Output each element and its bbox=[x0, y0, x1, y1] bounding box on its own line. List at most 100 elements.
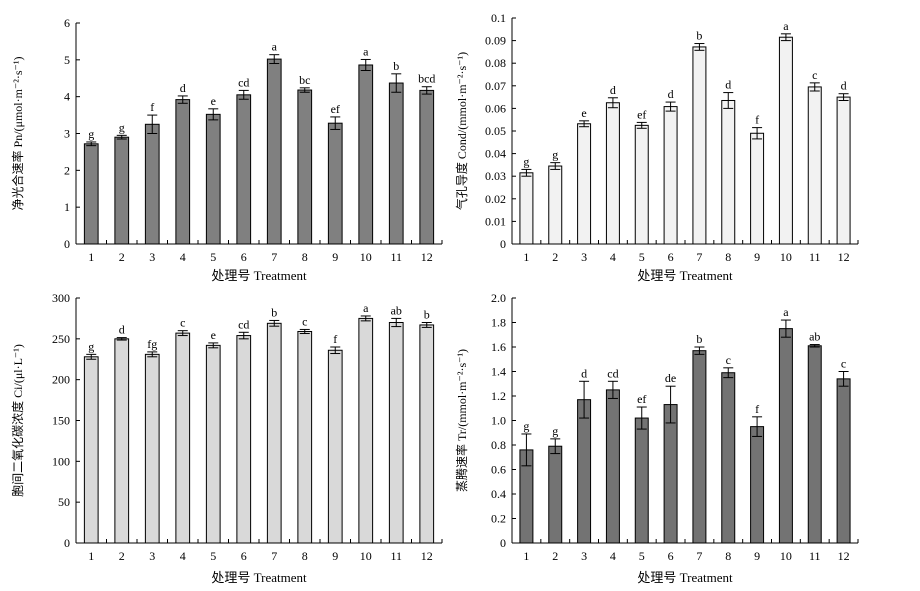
y-tick-label: 0 bbox=[500, 536, 506, 550]
x-tick-label: 3 bbox=[581, 549, 587, 563]
bar-4 bbox=[605, 102, 620, 245]
bar-3 bbox=[577, 399, 592, 544]
y-tick-label: 0.01 bbox=[485, 214, 506, 228]
bar-11 bbox=[807, 86, 822, 245]
x-tick-label: 2 bbox=[552, 549, 558, 563]
x-tick-label: 4 bbox=[610, 250, 616, 264]
y-tick-label: 0.1 bbox=[491, 11, 506, 25]
significance-label: e bbox=[211, 328, 216, 342]
bar-2 bbox=[548, 445, 563, 544]
bar-2 bbox=[114, 136, 130, 245]
bar-8 bbox=[297, 89, 313, 245]
significance-label: f bbox=[755, 113, 759, 127]
x-tick-label: 4 bbox=[610, 549, 616, 563]
y-tick-label: 0.08 bbox=[485, 56, 506, 70]
x-tick-label: 10 bbox=[360, 549, 372, 563]
significance-label: e bbox=[581, 106, 586, 120]
bar-4 bbox=[605, 389, 620, 544]
x-tick-label: 10 bbox=[360, 250, 372, 264]
bar-3 bbox=[144, 353, 160, 544]
y-tick-label: 0.05 bbox=[485, 124, 506, 138]
x-tick-label: 2 bbox=[552, 250, 558, 264]
x-tick-label: 3 bbox=[149, 549, 155, 563]
x-tick-label: 2 bbox=[119, 549, 125, 563]
significance-label: ef bbox=[637, 107, 646, 121]
x-tick-label: 10 bbox=[780, 250, 792, 264]
x-tick-label: 4 bbox=[180, 549, 186, 563]
significance-label: c bbox=[812, 68, 817, 82]
significance-label: de bbox=[665, 371, 676, 385]
y-tick-label: 1.0 bbox=[491, 414, 506, 428]
bar-8 bbox=[297, 330, 313, 544]
significance-label: d bbox=[610, 83, 616, 97]
bar-6 bbox=[236, 335, 252, 544]
x-tick-label: 6 bbox=[668, 250, 674, 264]
x-tick-label: 8 bbox=[725, 250, 731, 264]
y-tick-label: 1.4 bbox=[491, 365, 506, 379]
x-tick-label: 5 bbox=[639, 250, 645, 264]
y-tick-label: 250 bbox=[52, 332, 70, 346]
significance-label: e bbox=[211, 94, 216, 108]
bar-6 bbox=[663, 404, 678, 544]
y-tick-label: 5 bbox=[64, 53, 70, 67]
x-axis-title: 处理号 Treatment bbox=[637, 268, 733, 283]
y-tick-label: 200 bbox=[52, 373, 70, 387]
y-tick-label: 4 bbox=[64, 90, 70, 104]
x-tick-label: 4 bbox=[180, 250, 186, 264]
bar-11 bbox=[807, 345, 822, 544]
significance-label: b bbox=[271, 305, 277, 319]
y-axis-title: 胞间二氧化碳浓度 Ci/(μl·L⁻¹) bbox=[10, 344, 25, 497]
bar-4 bbox=[175, 332, 191, 544]
significance-label: cd bbox=[607, 366, 618, 380]
significance-label: d bbox=[119, 323, 125, 337]
significance-label: a bbox=[363, 301, 369, 315]
significance-label: b bbox=[393, 59, 399, 73]
bar-10 bbox=[778, 36, 793, 245]
x-tick-label: 11 bbox=[809, 250, 821, 264]
y-tick-label: 0.06 bbox=[485, 101, 506, 115]
x-tick-label: 9 bbox=[754, 549, 760, 563]
x-tick-label: 3 bbox=[581, 250, 587, 264]
x-tick-label: 11 bbox=[809, 549, 821, 563]
significance-label: d bbox=[725, 78, 731, 92]
bar-5 bbox=[634, 124, 649, 245]
x-tick-label: 5 bbox=[210, 549, 216, 563]
y-tick-label: 100 bbox=[52, 454, 70, 468]
significance-label: a bbox=[272, 40, 278, 54]
bar-10 bbox=[358, 317, 374, 544]
significance-label: f bbox=[150, 100, 154, 114]
y-tick-label: 2 bbox=[64, 163, 70, 177]
y-tick-label: 0.2 bbox=[491, 512, 506, 526]
bar-5 bbox=[634, 417, 649, 544]
bar-3 bbox=[144, 123, 160, 245]
x-tick-label: 1 bbox=[88, 250, 94, 264]
significance-label: ef bbox=[637, 392, 646, 406]
significance-label: d bbox=[668, 87, 674, 101]
x-tick-label: 9 bbox=[332, 549, 338, 563]
x-tick-label: 2 bbox=[119, 250, 125, 264]
y-tick-label: 0.03 bbox=[485, 169, 506, 183]
chart-panel-1: 0123456g1g2f3d4e5cd6a7bc8ef9a10b11bcd12处… bbox=[10, 16, 443, 283]
x-tick-label: 3 bbox=[149, 250, 155, 264]
significance-label: g bbox=[552, 148, 558, 162]
y-axis-title: 蒸腾速率 Tr/(mmol·m⁻²·s⁻¹) bbox=[454, 349, 469, 492]
x-tick-label: 10 bbox=[780, 549, 792, 563]
y-tick-label: 0.6 bbox=[491, 463, 506, 477]
bar-1 bbox=[83, 356, 99, 544]
significance-label: b bbox=[424, 308, 430, 322]
x-tick-label: 8 bbox=[302, 250, 308, 264]
significance-label: bc bbox=[299, 73, 310, 87]
x-axis-title: 处理号 Treatment bbox=[637, 570, 733, 585]
bar-7 bbox=[266, 58, 282, 245]
bar-7 bbox=[692, 46, 707, 245]
significance-label: g bbox=[88, 127, 94, 141]
y-tick-label: 0 bbox=[64, 536, 70, 550]
significance-label: fg bbox=[147, 337, 157, 351]
y-tick-label: 0.04 bbox=[485, 147, 506, 161]
bar-6 bbox=[236, 94, 252, 245]
bar-11 bbox=[388, 322, 404, 544]
y-tick-label: 0 bbox=[500, 237, 506, 251]
x-tick-label: 12 bbox=[421, 250, 433, 264]
x-tick-label: 7 bbox=[271, 549, 277, 563]
bar-1 bbox=[83, 143, 99, 245]
